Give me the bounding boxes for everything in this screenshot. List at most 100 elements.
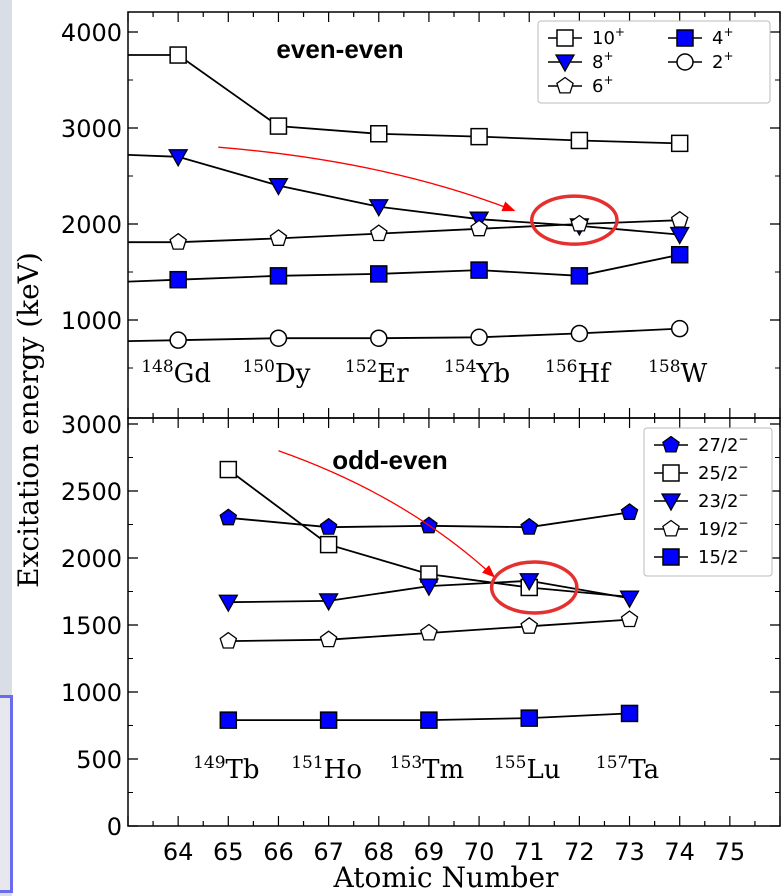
legend-marker bbox=[660, 493, 682, 512]
legend: 10+ 4+8+ 2+6+ bbox=[537, 20, 771, 104]
y-tick-label: 2500 bbox=[61, 478, 122, 506]
y-tick-label: 500 bbox=[76, 746, 122, 774]
data-point bbox=[319, 517, 338, 535]
x-tick-label: 64 bbox=[163, 838, 194, 866]
x-tick-label: 74 bbox=[664, 838, 695, 866]
x-tick-label: 75 bbox=[715, 838, 746, 866]
x-tick-label: 66 bbox=[263, 838, 294, 866]
data-point bbox=[620, 704, 639, 723]
data-point bbox=[370, 125, 388, 143]
x-tick-label: 67 bbox=[313, 838, 344, 866]
data-point bbox=[619, 590, 640, 609]
nucleus-label: 148Gd bbox=[141, 357, 211, 389]
y-tick-label: 1000 bbox=[61, 307, 122, 335]
legend-marker bbox=[676, 53, 694, 71]
data-point bbox=[520, 616, 539, 634]
data-point bbox=[269, 229, 288, 246]
data-point bbox=[669, 226, 690, 245]
panel-title: odd-even bbox=[332, 445, 448, 475]
x-tick-label: 68 bbox=[363, 838, 394, 866]
data-point bbox=[219, 508, 238, 526]
data-point bbox=[219, 711, 238, 729]
data-point bbox=[319, 711, 338, 729]
annotation-circle bbox=[489, 560, 579, 615]
nucleus-label: 154Yb bbox=[444, 357, 510, 389]
x-tick-label: 72 bbox=[564, 838, 595, 866]
data-point bbox=[570, 324, 589, 343]
y-tick-label: 1000 bbox=[61, 679, 122, 707]
legend-marker bbox=[554, 54, 576, 73]
data-point bbox=[269, 267, 288, 285]
panel-even-even: 1000 2000 3000 4000 even-even 148Gd 150Dy 152Er… bbox=[61, 11, 781, 419]
series-line-4 bbox=[127, 327, 680, 342]
nucleus-label: 155Lu bbox=[494, 753, 560, 785]
data-point bbox=[318, 593, 339, 612]
data-point bbox=[470, 219, 488, 237]
y-tick-label: 2000 bbox=[61, 211, 122, 239]
nucleus-label: 150Dy bbox=[242, 357, 310, 389]
data-point bbox=[319, 630, 338, 648]
x-tick-label: 65 bbox=[213, 838, 244, 866]
data-point bbox=[570, 214, 589, 232]
annotation-circle bbox=[529, 194, 619, 246]
annotation-arrow bbox=[278, 450, 496, 578]
nucleus-label: 157Ta bbox=[596, 753, 659, 785]
data-point bbox=[268, 177, 289, 196]
data-point bbox=[219, 631, 238, 649]
data-point bbox=[520, 517, 539, 535]
data-point bbox=[570, 267, 589, 285]
legend-marker bbox=[662, 519, 680, 537]
legend-entry: 15/2− bbox=[654, 544, 748, 568]
nucleus-label: 149Tb bbox=[193, 753, 259, 785]
data-point bbox=[169, 46, 187, 64]
data-point bbox=[418, 578, 440, 597]
panel-odd-even: 0 500 1000 1500 2000 2500 3000 64 65 66 67 68 69 70 71… bbox=[61, 411, 781, 866]
data-point bbox=[620, 503, 639, 520]
data-point bbox=[670, 210, 689, 228]
x-axis-title: Atomic Number bbox=[333, 861, 560, 894]
legend-frame bbox=[537, 20, 771, 104]
data-point bbox=[219, 460, 238, 479]
nucleus-label: 152Er bbox=[345, 357, 409, 389]
data-point bbox=[168, 149, 189, 168]
data-point bbox=[269, 117, 288, 135]
x-tick-label: 70 bbox=[464, 838, 495, 866]
nucleus-label: 153Tm bbox=[390, 753, 464, 785]
data-point bbox=[670, 245, 689, 264]
data-point bbox=[169, 270, 187, 289]
data-point bbox=[470, 261, 488, 279]
data-point bbox=[670, 319, 689, 338]
legend-marker bbox=[556, 29, 574, 47]
nucleus-label: 158W bbox=[648, 357, 707, 389]
data-point bbox=[319, 535, 338, 554]
data-point bbox=[370, 265, 388, 283]
x-tick-label: 71 bbox=[514, 838, 545, 866]
legend-marker bbox=[662, 464, 680, 482]
window-edge-panel bbox=[0, 695, 13, 893]
data-point bbox=[169, 232, 187, 250]
data-point bbox=[520, 709, 538, 727]
data-point bbox=[218, 594, 239, 613]
y-tick-label: 0 bbox=[107, 813, 122, 841]
y-tick-label: 3000 bbox=[61, 411, 122, 439]
window-edge-strip bbox=[0, 0, 12, 896]
legend-label: 25/2− bbox=[698, 460, 748, 484]
series-line-3 bbox=[127, 253, 680, 283]
data-point bbox=[470, 127, 488, 146]
x-tick-label: 73 bbox=[614, 838, 645, 866]
data-point bbox=[169, 331, 187, 349]
data-point bbox=[570, 131, 589, 150]
data-point bbox=[269, 329, 288, 347]
y-axis-title: Excitation energy (keV) bbox=[12, 252, 45, 588]
data-point bbox=[369, 224, 388, 242]
nucleus-label: 156Hf bbox=[545, 357, 612, 389]
data-point bbox=[368, 199, 389, 218]
annotation-arrow bbox=[218, 146, 516, 212]
y-tick-label: 1500 bbox=[61, 612, 122, 640]
legend: 27/2−25/2−23/2−19/2−15/2− bbox=[643, 427, 773, 577]
legend-entry: 10+ bbox=[548, 25, 625, 49]
data-point bbox=[620, 610, 639, 628]
data-point bbox=[420, 711, 438, 729]
panel-title: even-even bbox=[276, 34, 403, 64]
